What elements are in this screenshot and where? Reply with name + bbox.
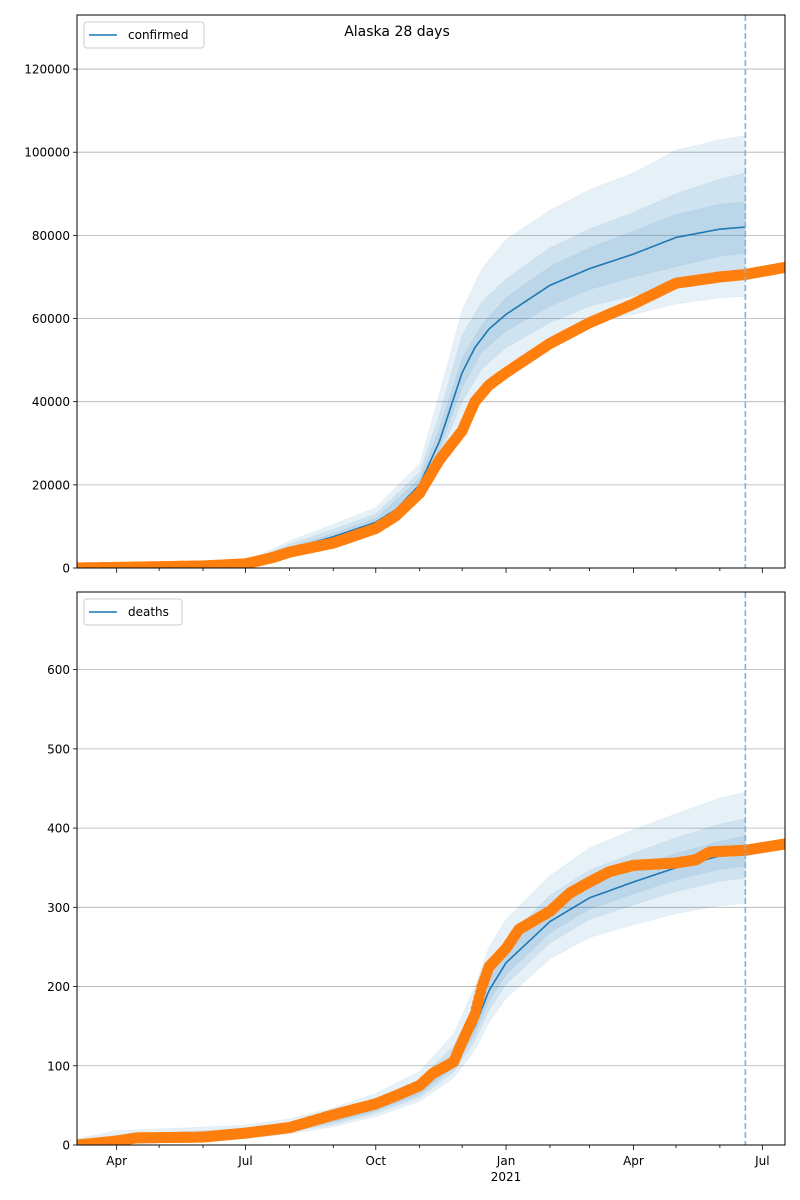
- y-tick-label: 120000: [24, 63, 70, 77]
- y-tick-label: 600: [47, 663, 70, 677]
- x-tick-label: Jul: [237, 1154, 252, 1168]
- x-tick-label: Oct: [365, 1154, 386, 1168]
- plot-area: [77, 791, 785, 1145]
- chart-title: Alaska 28 days: [344, 24, 450, 40]
- x-tick-year-label: 2021: [491, 1170, 522, 1184]
- y-tick-label: 60000: [32, 312, 70, 326]
- y-tick-label: 200: [47, 980, 70, 994]
- y-tick-label: 0: [62, 562, 70, 576]
- y-tick-label: 80000: [32, 229, 70, 243]
- legend-label: confirmed: [128, 28, 189, 42]
- legend-label: deaths: [128, 605, 169, 619]
- y-tick-label: 0: [62, 1139, 70, 1153]
- legend: deaths: [83, 598, 183, 626]
- y-tick-label: 300: [47, 901, 70, 915]
- observed-point: [779, 261, 785, 273]
- x-tick-label: Jul: [754, 1154, 769, 1168]
- plot-area: [77, 135, 785, 568]
- observed-point: [779, 838, 785, 850]
- observed-series: [77, 261, 785, 568]
- x-tick-label: Apr: [623, 1154, 644, 1168]
- legend-box: [83, 598, 183, 626]
- deaths-panel: 0 100 200 300 400 500 600 Apr Jul Oct Jan 2021 Apr Ju…: [47, 591, 786, 1184]
- axes-frame: [76, 14, 786, 569]
- x-tick-label: Apr: [106, 1154, 127, 1168]
- band-inner: [77, 201, 746, 568]
- x-tick-label: Jan: [496, 1154, 516, 1168]
- y-tick-label: 400: [47, 822, 70, 836]
- y-tick-label: 40000: [32, 395, 70, 409]
- legend: confirmed: [83, 21, 205, 49]
- observed-series: [77, 838, 785, 1145]
- legend-box: [83, 21, 205, 49]
- confirmed-panel: 0 20000 40000 60000 80000 100000 120000 confirm…: [24, 14, 786, 576]
- y-tick-label: 100: [47, 1059, 70, 1073]
- y-tick-label: 100000: [24, 146, 70, 160]
- y-tick-label: 20000: [32, 478, 70, 492]
- axes-frame: [76, 591, 786, 1146]
- y-tick-label: 500: [47, 742, 70, 756]
